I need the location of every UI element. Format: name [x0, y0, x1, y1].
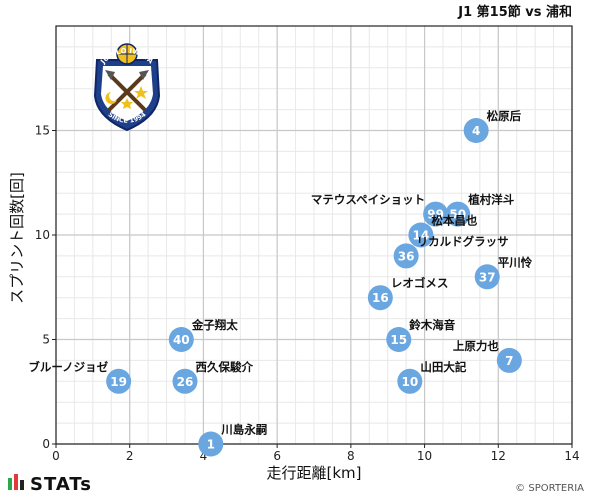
data-point-marker: [445, 201, 471, 227]
data-point-marker: [423, 201, 449, 227]
data-point-number: 15: [390, 333, 407, 347]
data-point-marker: [198, 431, 224, 457]
data-point-marker: [168, 327, 194, 352]
data-point-marker: [463, 118, 489, 143]
data-point-number: 37: [479, 270, 496, 284]
data-point-number: 16: [372, 291, 389, 305]
x-tick-label: 12: [491, 449, 506, 463]
data-point-marker: [496, 347, 522, 373]
y-axis-label: スプリント回数[回]: [8, 172, 26, 304]
data-point-number: 50: [449, 208, 466, 222]
x-tick-label: 4: [200, 449, 208, 463]
data-point-name: レオゴメス: [391, 276, 449, 290]
x-tick-label: 0: [52, 449, 60, 463]
data-point-name: 川島永嗣: [220, 423, 267, 437]
data-point-number: 14: [413, 229, 430, 243]
data-point-marker: [386, 327, 412, 352]
data-point-number: 19: [110, 375, 127, 389]
data-point-marker: [172, 368, 198, 394]
chart-title: J1 第15節 vs 浦和: [457, 4, 572, 20]
data-point-name: 植村洋斗: [467, 193, 514, 207]
y-tick-label: 5: [42, 333, 50, 347]
data-point-name: ブルーノジョゼ: [28, 360, 108, 374]
data-point-number: 7: [505, 354, 513, 368]
data-point-marker: [367, 285, 393, 311]
data-point-marker: [106, 368, 132, 394]
data-point-name: 金子翔太: [191, 318, 238, 332]
x-tick-label: 8: [347, 449, 355, 463]
data-point-number: 1: [207, 438, 215, 452]
data-point-name: 上原力也: [453, 339, 499, 353]
data-point-number: 36: [398, 249, 415, 263]
data-point-marker: [408, 222, 434, 248]
data-point-name: 松原后: [487, 109, 522, 123]
y-tick-label: 0: [42, 437, 50, 451]
y-tick-label: 10: [35, 228, 50, 242]
stats-brand-icon: [8, 474, 24, 490]
footer-copyright: © SPORTERIA: [515, 483, 584, 494]
x-tick-label: 14: [564, 449, 579, 463]
data-point-marker: [474, 264, 500, 290]
x-tick-label: 10: [417, 449, 432, 463]
y-tick-label: 15: [35, 124, 50, 138]
data-point-number: 99: [427, 208, 444, 222]
data-point-marker: [397, 368, 423, 394]
data-point-number: 40: [173, 333, 190, 347]
club-logo: JUBILO IWATA SINCE 1994: [93, 43, 161, 132]
x-tick-label: 6: [273, 449, 281, 463]
data-point-marker: [393, 243, 419, 269]
data-point-number: 4: [472, 124, 480, 138]
data-point-name: リカルドグラッサ: [417, 234, 509, 248]
data-point-number: 10: [401, 375, 418, 389]
data-point-4: 4 松原后: [463, 109, 522, 143]
x-axis-label: 走行距離[km]: [266, 464, 361, 482]
data-point-7: 7 上原力也: [453, 339, 522, 373]
footer-brand: STATs: [30, 474, 92, 495]
data-point-name: 鈴木海音: [409, 318, 455, 332]
data-point-number: 26: [177, 375, 194, 389]
data-point-name: マテウスペイショット: [311, 193, 425, 207]
data-point-name: 平川怜: [498, 255, 533, 269]
data-point-name: 山田大記: [420, 360, 466, 374]
data-point-1: 1 川島永嗣: [198, 423, 267, 457]
data-point-name: 松本昌也: [431, 214, 477, 228]
data-points: 4松原后99マテウスペイショット50植村洋斗14松本昌也36リカルドグラッサ37…: [28, 109, 533, 457]
x-tick-label: 2: [126, 449, 134, 463]
data-point-name: 西久保駿介: [196, 360, 254, 374]
